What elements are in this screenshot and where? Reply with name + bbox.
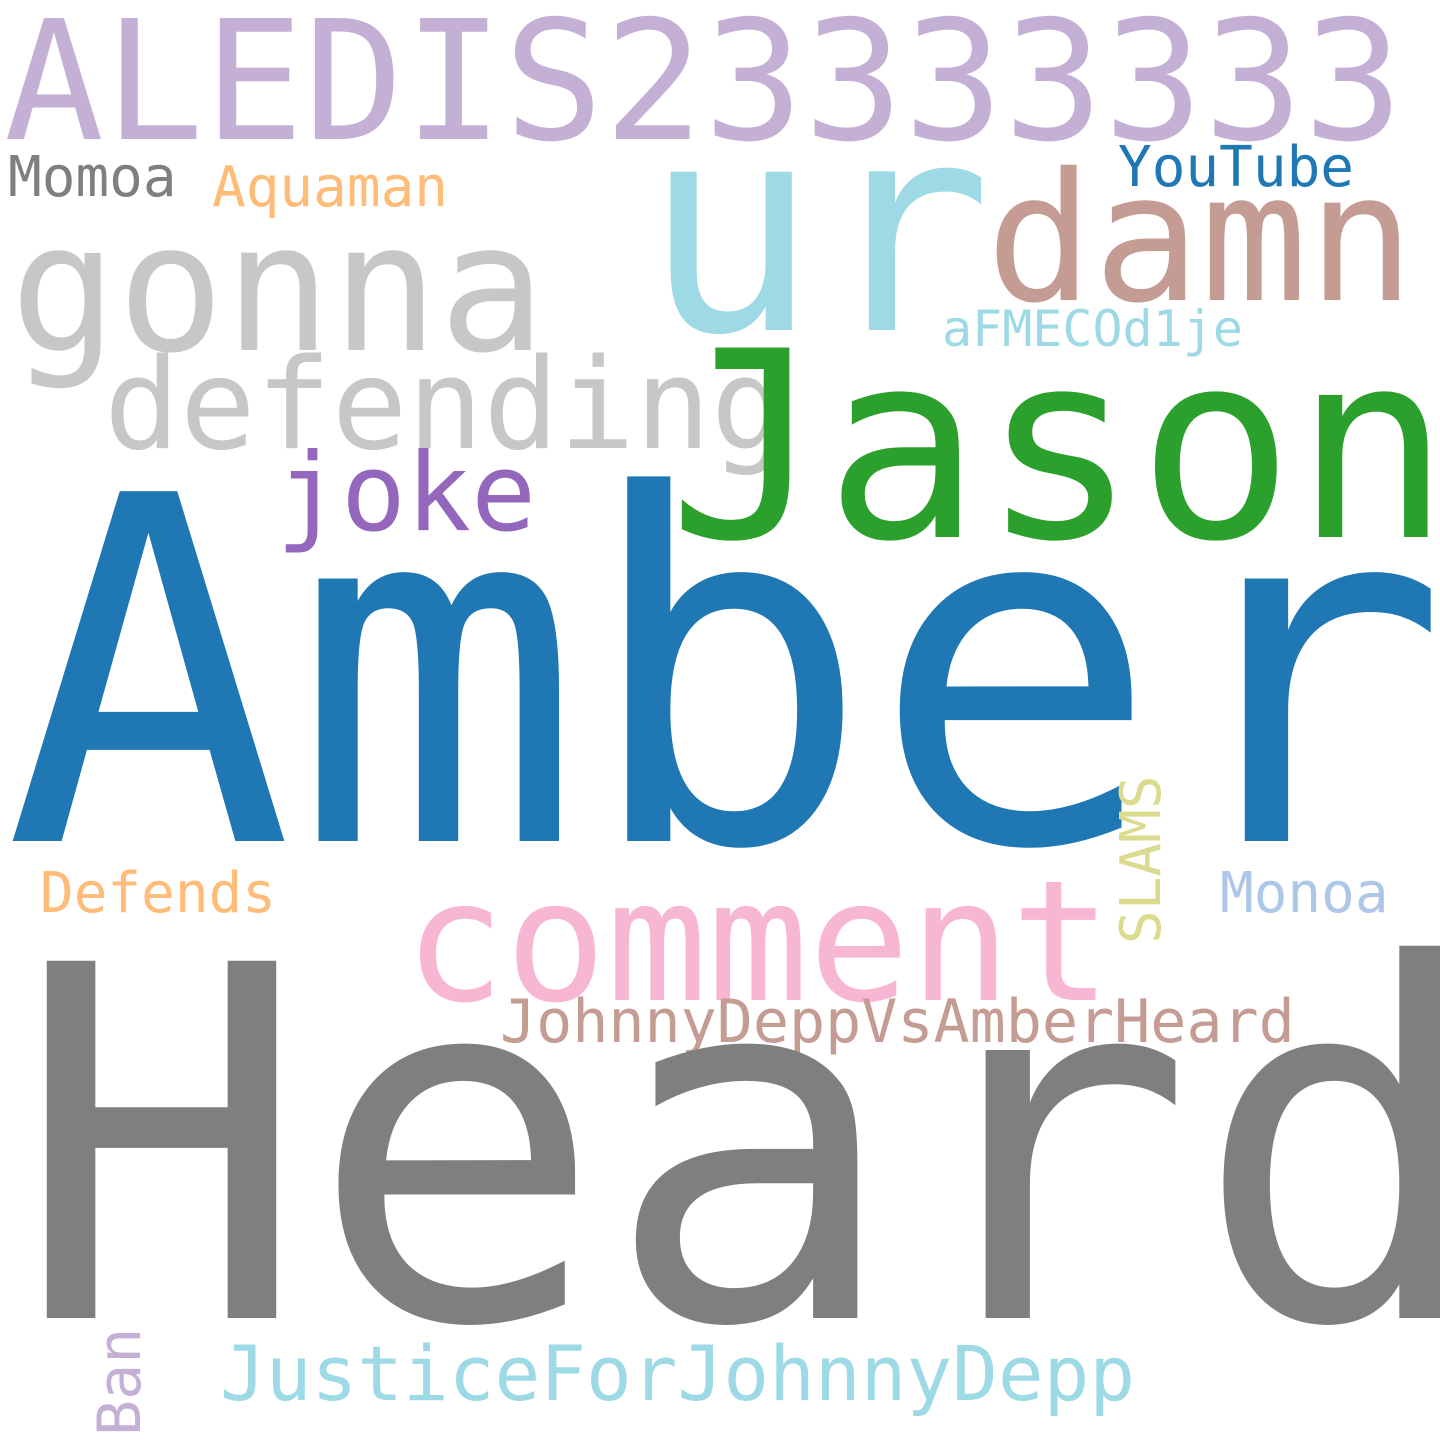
word-ban: Ban [85, 1327, 155, 1436]
word-aquaman: Aquaman [212, 155, 449, 220]
word-defending: defending [104, 331, 787, 478]
word-comment: comment [404, 844, 1113, 1040]
word-momoa: Momoa [8, 145, 177, 210]
word-ur: ur [643, 62, 993, 399]
word-gonna: gonna [10, 185, 546, 392]
word-afmecod1je: aFMECOd1je [942, 300, 1244, 358]
word-johnnydeppvsamberheard: JohnnyDeppVsAmberHeard [500, 987, 1295, 1057]
word-defends: Defends [40, 861, 277, 926]
word-aledis23333333: ALEDIS23333333 [4, 0, 1404, 179]
word-amber: Amber [4, 396, 1440, 955]
word-joke: joke [276, 431, 537, 556]
word-heard: Heard [14, 863, 1440, 1434]
word-monoa: Monoa [1220, 861, 1389, 926]
word-damn: damn [986, 135, 1415, 342]
word-jason: Jason [668, 297, 1440, 599]
word-youtube: YouTube [1118, 135, 1355, 200]
word-justiceforjohnnydepp: JusticeForJohnnyDepp [220, 1329, 1136, 1418]
